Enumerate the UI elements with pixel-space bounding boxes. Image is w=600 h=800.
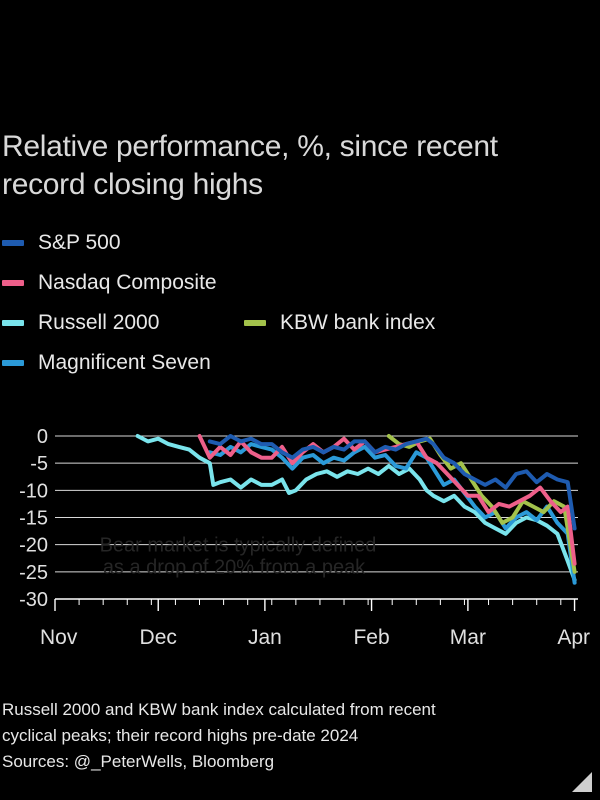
legend-swatch-sp500 [2, 240, 24, 246]
annotation-line-1: Bear market is typically defined [100, 535, 377, 557]
x-tick-label: Nov [40, 626, 78, 649]
y-tick-label: -25 [19, 562, 48, 584]
legend-label-kbw: KBW bank index [280, 311, 436, 334]
series-line-s-p-500 [207, 434, 577, 531]
chart-title: Relative performance, %, since recent re… [2, 130, 498, 201]
x-tick-label: Mar [450, 626, 486, 649]
legend-label-russell: Russell 2000 [38, 311, 160, 334]
chart-series [135, 434, 577, 585]
y-tick-label: -20 [19, 535, 48, 557]
x-tick-label: Feb [353, 626, 389, 649]
legend-swatch-nasdaq [2, 280, 24, 286]
legend-item-sp500: S&P 500 [2, 230, 121, 256]
legend-label-sp500: S&P 500 [38, 231, 121, 254]
y-tick-label: 0 [37, 426, 48, 448]
x-tick-label: Jan [248, 626, 282, 649]
line-chart: 0 -5 -10 -15 -20 -25 -30 Bear market is typica… [19, 426, 590, 649]
legend-item-nasdaq: Nasdaq Composite [2, 270, 217, 296]
y-axis-labels: 0 -5 -10 -15 -20 -25 -30 [19, 426, 48, 611]
legend-swatch-kbw [244, 320, 266, 326]
corner-resize-icon [572, 772, 592, 792]
series-line-russell-2000 [135, 434, 577, 582]
x-axis: Nov Dec Jan Feb Mar Apr [40, 599, 590, 649]
legend-item-kbw: KBW bank index [244, 310, 435, 336]
x-tick-label: Apr [557, 626, 590, 649]
x-tick-label: Dec [140, 626, 177, 649]
footnote-line-2: cyclical peaks; their record highs pre-d… [2, 726, 359, 745]
y-tick-label: -10 [19, 480, 48, 502]
legend-item-mag7: Magnificent Seven [2, 350, 211, 376]
legend-label-nasdaq: Nasdaq Composite [38, 271, 217, 294]
footnote-line-1: Russell 2000 and KBW bank index calculat… [2, 700, 436, 719]
legend-item-russell: Russell 2000 [2, 310, 159, 336]
footnote: Russell 2000 and KBW bank index calculat… [2, 697, 592, 775]
annotation-line-2: as a drop of 20% from a peak [103, 557, 366, 579]
legend-swatch-russell [2, 320, 24, 326]
bear-market-annotation: Bear market is typically defined as a dr… [100, 535, 377, 579]
footnote-sources: Sources: @_PeterWells, Bloomberg [2, 752, 275, 771]
chart-gridlines [55, 435, 578, 600]
legend-label-mag7: Magnificent Seven [38, 351, 211, 374]
y-tick-label: -5 [30, 453, 48, 475]
y-tick-label: -15 [19, 508, 48, 530]
y-tick-label: -30 [19, 589, 48, 611]
series-line-magnificent-seven [207, 442, 577, 585]
legend-swatch-mag7 [2, 360, 24, 366]
